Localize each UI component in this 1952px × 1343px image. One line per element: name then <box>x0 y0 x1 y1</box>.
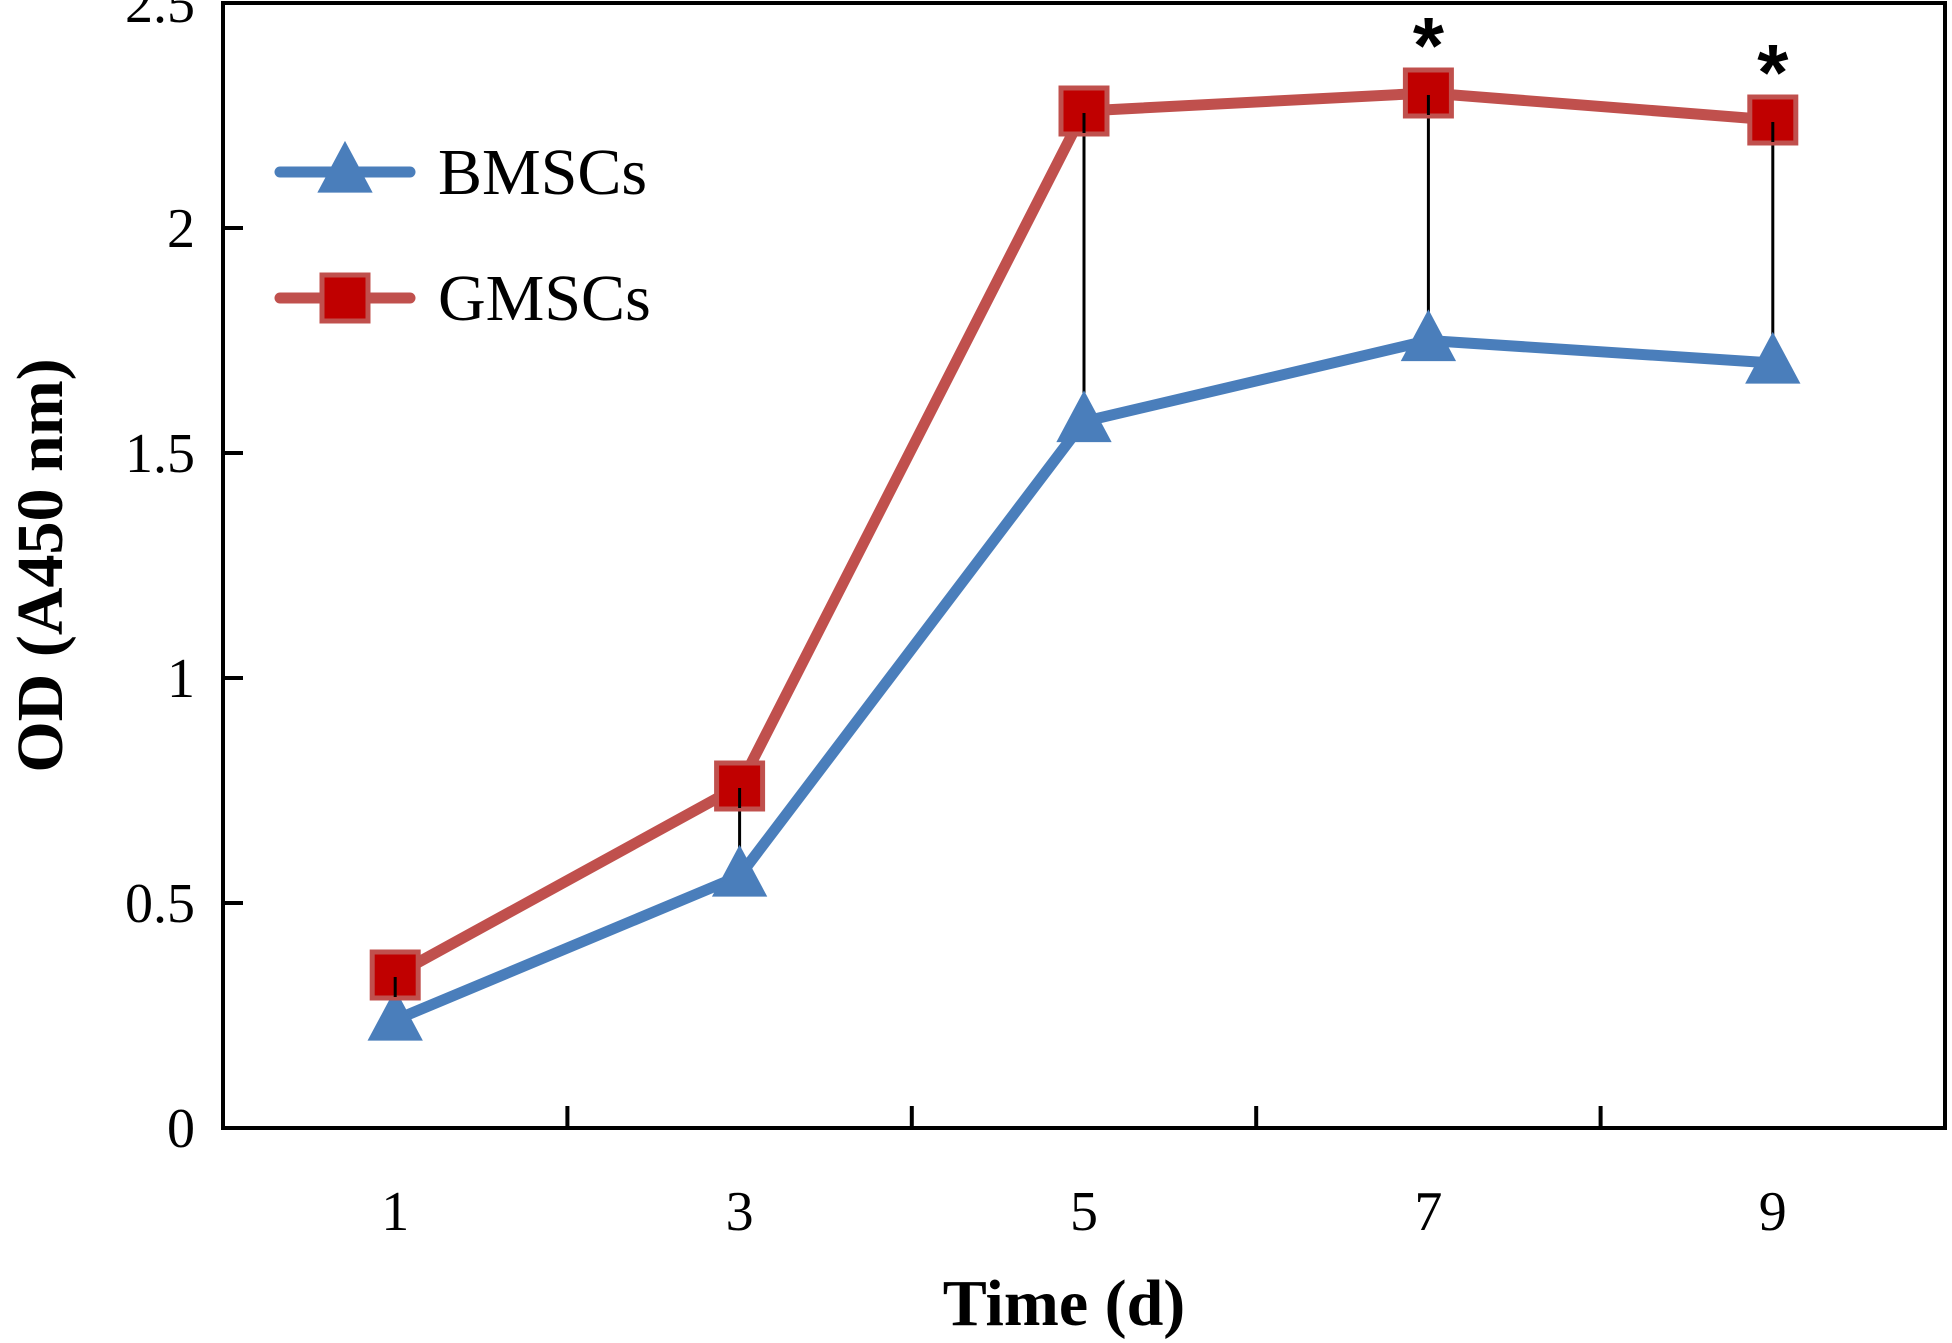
legend-triangle-marker <box>317 140 373 193</box>
legend-item-bmscs: BMSCs <box>274 136 647 209</box>
legend-square-marker <box>319 272 371 324</box>
series-markers <box>367 67 1801 1041</box>
x-axis-title: Time (d) <box>943 1267 1186 1340</box>
series-line-bmscs <box>393 335 1774 1026</box>
x-tick-label: 7 <box>1414 1181 1442 1243</box>
legend-item-gmscs: GMSCs <box>274 262 651 335</box>
significance-annotations: * * <box>1413 1 1789 117</box>
data-point-bmscs <box>367 988 423 1041</box>
y-tick-label: 2.5 <box>125 0 195 35</box>
y-tick-label: 2 <box>167 198 195 260</box>
legend: BMSCs GMSCs <box>274 136 651 335</box>
plot-area-frame <box>221 1 1947 1130</box>
y-tick-label: 0 <box>167 1098 195 1160</box>
y-tick-label: 1 <box>167 648 195 710</box>
data-point-bmscs <box>1745 331 1801 384</box>
y-tick-label: 1.5 <box>125 423 195 485</box>
data-point-bmscs <box>1056 390 1112 443</box>
significance-asterisk: * <box>1413 1 1445 90</box>
x-tick-label: 1 <box>381 1181 409 1243</box>
error-bars <box>393 93 1775 1020</box>
data-point-bmscs <box>1400 309 1457 362</box>
legend-label: BMSCs <box>438 136 647 209</box>
legend-label: GMSCs <box>438 262 651 335</box>
x-tick-label: 9 <box>1759 1181 1787 1243</box>
y-axis-title: OD (A450 nm) <box>4 358 77 772</box>
y-axis-ticks: 0 0.5 1 1.5 2 2.5 <box>125 0 243 1160</box>
y-tick-label: 0.5 <box>125 873 195 935</box>
x-axis-ticks: 1 3 5 7 9 <box>381 1106 1787 1243</box>
x-tick-label: 3 <box>726 1181 754 1243</box>
data-point-bmscs <box>711 844 768 897</box>
significance-asterisk: * <box>1757 28 1789 117</box>
x-tick-label: 5 <box>1070 1181 1098 1243</box>
